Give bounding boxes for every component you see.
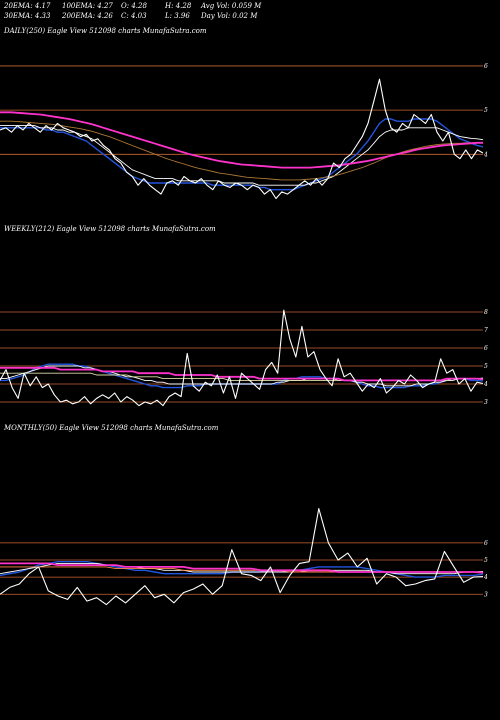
daily-y-tick-label: 4 (483, 151, 488, 158)
monthly-y-tick-label: 6 (484, 540, 488, 547)
stat-open: O: 4.28 (121, 2, 147, 10)
daily-y-tick-label: 5 (484, 107, 488, 114)
stat-low: L: 3.96 (165, 12, 190, 20)
weekly-y-tick-label: 8 (484, 309, 488, 316)
daily-ema30-line (0, 125, 484, 186)
monthly-y-tick-label: 4 (483, 574, 488, 581)
stat-20ema: 20EMA: 4.17 (4, 2, 51, 10)
weekly-y-tick-label: 7 (484, 327, 488, 334)
stat-30ema: 30EMA: 4.33 (4, 12, 51, 20)
daily-y-tick-label: 6 (484, 63, 488, 70)
daily-ema200-line (0, 111, 483, 169)
stat-200ema: 200EMA: 4.26 (62, 12, 113, 20)
weekly-y-tick-label: 6 (484, 345, 488, 352)
monthly-chart-panel: 6 5 4 3 (0, 508, 488, 606)
panel-label-monthly: MONTHLY(50) Eagle View 512098 charts Mun… (4, 424, 219, 432)
stat-day-vol: Day Vol: 0.02 M (201, 12, 258, 20)
monthly-y-tick-label: 5 (484, 557, 488, 564)
stat-100ema: 100EMA: 4.27 (62, 2, 113, 10)
weekly-ema200-line (0, 366, 484, 382)
daily-price-line (0, 78, 484, 200)
weekly-ema30-line (0, 365, 484, 387)
weekly-price-line (0, 309, 484, 407)
stat-close: C: 4.03 (121, 12, 147, 20)
panel-label-daily: DAILY(250) Eagle View 512098 charts Muna… (4, 27, 207, 35)
monthly-ema30-line (0, 562, 484, 575)
monthly-y-tick-label: 3 (484, 591, 488, 598)
monthly-ema200-line (0, 562, 484, 574)
weekly-chart-panel: 8 7 6 5 4 3 (0, 309, 488, 407)
panel-label-weekly: WEEKLY(212) Eagle View 512098 charts Mun… (4, 225, 216, 233)
monthly-price-line (0, 508, 484, 606)
stat-high: H: 4.28 (165, 2, 192, 10)
weekly-y-tick-label: 3 (484, 399, 488, 406)
daily-chart-panel: 6 5 4 (0, 63, 488, 200)
stat-avg-vol: Avg Vol: 0.059 M (201, 2, 262, 10)
weekly-y-tick-label: 4 (483, 381, 488, 388)
weekly-y-tick-label: 5 (484, 363, 488, 370)
